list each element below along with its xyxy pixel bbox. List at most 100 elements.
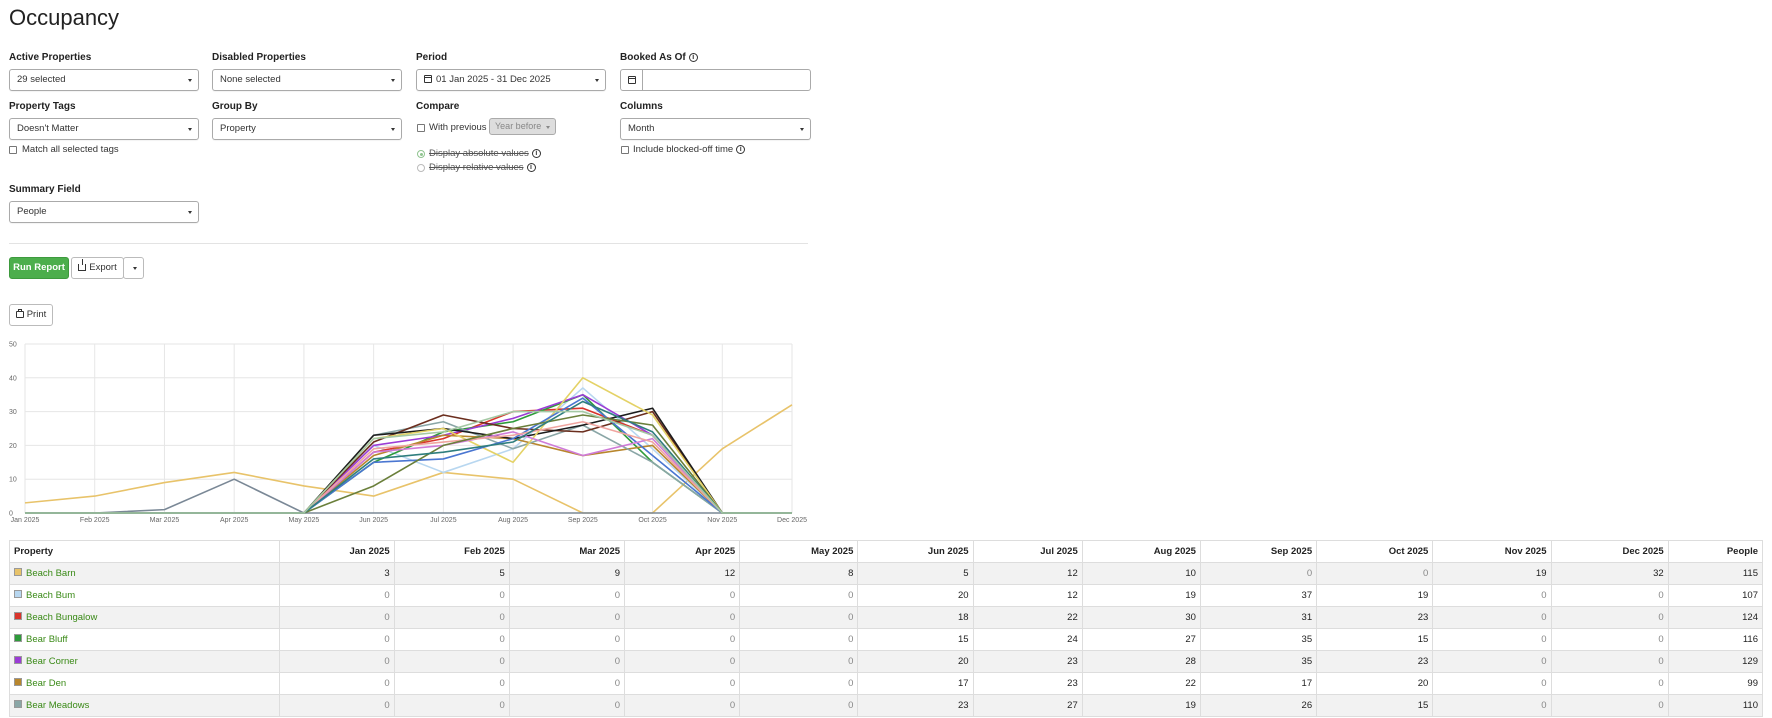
summary-field-value: People xyxy=(17,206,47,217)
column-header[interactable]: People xyxy=(1667,540,1764,563)
month-value-cell: 0 xyxy=(624,584,741,607)
chart-y-tick-label: 40 xyxy=(9,375,17,382)
page-title: Occupancy xyxy=(9,5,120,30)
booked-as-of-input[interactable] xyxy=(620,69,811,91)
calendar-addon[interactable] xyxy=(621,70,643,90)
column-header[interactable]: Jun 2025 xyxy=(857,540,974,563)
run-report-button[interactable]: Run Report xyxy=(9,257,69,279)
total-cell: 107 xyxy=(1667,584,1764,607)
column-header[interactable]: Jan 2025 xyxy=(279,540,395,563)
summary-field-label: Summary Field xyxy=(9,184,81,195)
column-header[interactable]: Jul 2025 xyxy=(972,540,1083,563)
chart-y-tick-label: 50 xyxy=(9,342,17,349)
disabled-properties-value: None selected xyxy=(220,74,281,85)
month-value-cell: 12 xyxy=(624,562,741,585)
info-icon[interactable]: i xyxy=(531,148,541,158)
print-button[interactable]: Print xyxy=(9,304,53,326)
column-header[interactable]: Apr 2025 xyxy=(624,540,741,563)
column-header[interactable]: Sep 2025 xyxy=(1199,540,1318,563)
with-previous-checkbox[interactable] xyxy=(417,124,425,132)
total-cell: 116 xyxy=(1667,628,1764,651)
column-header[interactable]: Dec 2025 xyxy=(1550,540,1669,563)
chart-x-tick-label: Dec 2025 xyxy=(777,517,807,524)
column-header[interactable]: Oct 2025 xyxy=(1316,540,1434,563)
columns-label: Columns xyxy=(620,101,663,112)
disabled-properties-select[interactable]: None selected xyxy=(212,69,402,91)
period-select[interactable]: 01 Jan 2025 - 31 Dec 2025 xyxy=(416,69,606,91)
property-name-cell: Beach Bungalow xyxy=(8,606,281,629)
month-value-cell: 0 xyxy=(393,584,510,607)
month-value-cell: 0 xyxy=(279,606,395,629)
divider xyxy=(9,243,808,244)
chevron-down-icon xyxy=(391,128,395,131)
columns-select[interactable]: Month xyxy=(620,118,811,140)
print-icon xyxy=(15,309,24,318)
column-header[interactable]: Mar 2025 xyxy=(508,540,626,563)
match-all-tags-checkbox[interactable] xyxy=(9,146,17,154)
month-value-cell: 17 xyxy=(1199,672,1318,695)
month-value-cell: 0 xyxy=(624,672,741,695)
property-name-cell: Bear Bluff xyxy=(8,628,281,651)
month-value-cell: 20 xyxy=(1316,672,1434,695)
month-value-cell: 19 xyxy=(1081,694,1201,717)
column-header[interactable]: Aug 2025 xyxy=(1081,540,1201,563)
chevron-down-icon xyxy=(188,128,192,131)
column-header[interactable]: Property xyxy=(8,540,281,563)
month-value-cell: 22 xyxy=(1081,672,1201,695)
export-dropdown-toggle[interactable] xyxy=(123,257,144,279)
month-value-cell: 0 xyxy=(1432,694,1552,717)
chevron-down-icon xyxy=(800,128,804,131)
property-link[interactable]: Bear Corner xyxy=(26,656,78,667)
month-value-cell: 10 xyxy=(1081,562,1201,585)
property-link[interactable]: Bear Den xyxy=(26,678,67,689)
display-absolute-radio[interactable] xyxy=(417,150,425,158)
property-tags-select[interactable]: Doesn't Matter xyxy=(9,118,199,140)
summary-field-select[interactable]: People xyxy=(9,201,199,223)
print-label: Print xyxy=(26,309,47,320)
column-header[interactable]: May 2025 xyxy=(739,540,859,563)
property-name-cell: Beach Barn xyxy=(8,562,281,585)
column-header[interactable]: Nov 2025 xyxy=(1432,540,1552,563)
month-value-cell: 0 xyxy=(739,628,859,651)
series-color-swatch xyxy=(14,656,22,665)
month-value-cell: 0 xyxy=(624,628,741,651)
group-by-select[interactable]: Property xyxy=(212,118,402,140)
property-link[interactable]: Bear Bluff xyxy=(26,634,68,645)
month-value-cell: 0 xyxy=(624,606,741,629)
chevron-down-icon xyxy=(188,211,192,214)
display-absolute-label: Display absolute values i xyxy=(429,148,541,159)
calendar-icon xyxy=(424,75,432,83)
month-value-cell: 0 xyxy=(739,606,859,629)
month-value-cell: 0 xyxy=(279,628,395,651)
series-color-swatch xyxy=(14,634,22,643)
month-value-cell: 15 xyxy=(1316,628,1434,651)
month-value-cell: 0 xyxy=(739,694,859,717)
month-value-cell: 0 xyxy=(508,628,626,651)
month-value-cell: 0 xyxy=(739,584,859,607)
info-icon[interactable]: i xyxy=(688,52,698,62)
total-cell: 115 xyxy=(1667,562,1764,585)
chart-y-tick-label: 30 xyxy=(9,409,17,416)
month-value-cell: 0 xyxy=(1550,672,1669,695)
property-link[interactable]: Beach Bum xyxy=(26,590,76,601)
property-link[interactable]: Bear Meadows xyxy=(26,700,90,711)
info-icon[interactable]: i xyxy=(526,162,536,172)
month-value-cell: 0 xyxy=(739,650,859,673)
property-link[interactable]: Beach Bungalow xyxy=(26,612,98,623)
export-label: Export xyxy=(89,262,117,273)
series-color-swatch xyxy=(14,700,22,709)
include-blocked-checkbox[interactable] xyxy=(621,146,629,154)
match-all-tags-label: Match all selected tags xyxy=(22,144,119,155)
series-color-swatch xyxy=(14,568,22,577)
export-button[interactable]: Export xyxy=(71,257,124,279)
occupancy-table: Property Jan 2025 Feb 2025 Mar 2025 Apr 2025… xyxy=(8,540,1764,717)
display-relative-radio[interactable] xyxy=(417,164,425,172)
active-properties-select[interactable]: 29 selected xyxy=(9,69,199,91)
info-icon[interactable]: i xyxy=(736,144,746,154)
month-value-cell: 0 xyxy=(1550,650,1669,673)
column-header[interactable]: Feb 2025 xyxy=(393,540,510,563)
chart-series-line xyxy=(25,478,792,514)
chart-x-tick-label: Sep 2025 xyxy=(568,517,598,524)
month-value-cell: 23 xyxy=(1316,650,1434,673)
property-link[interactable]: Beach Barn xyxy=(26,568,76,579)
